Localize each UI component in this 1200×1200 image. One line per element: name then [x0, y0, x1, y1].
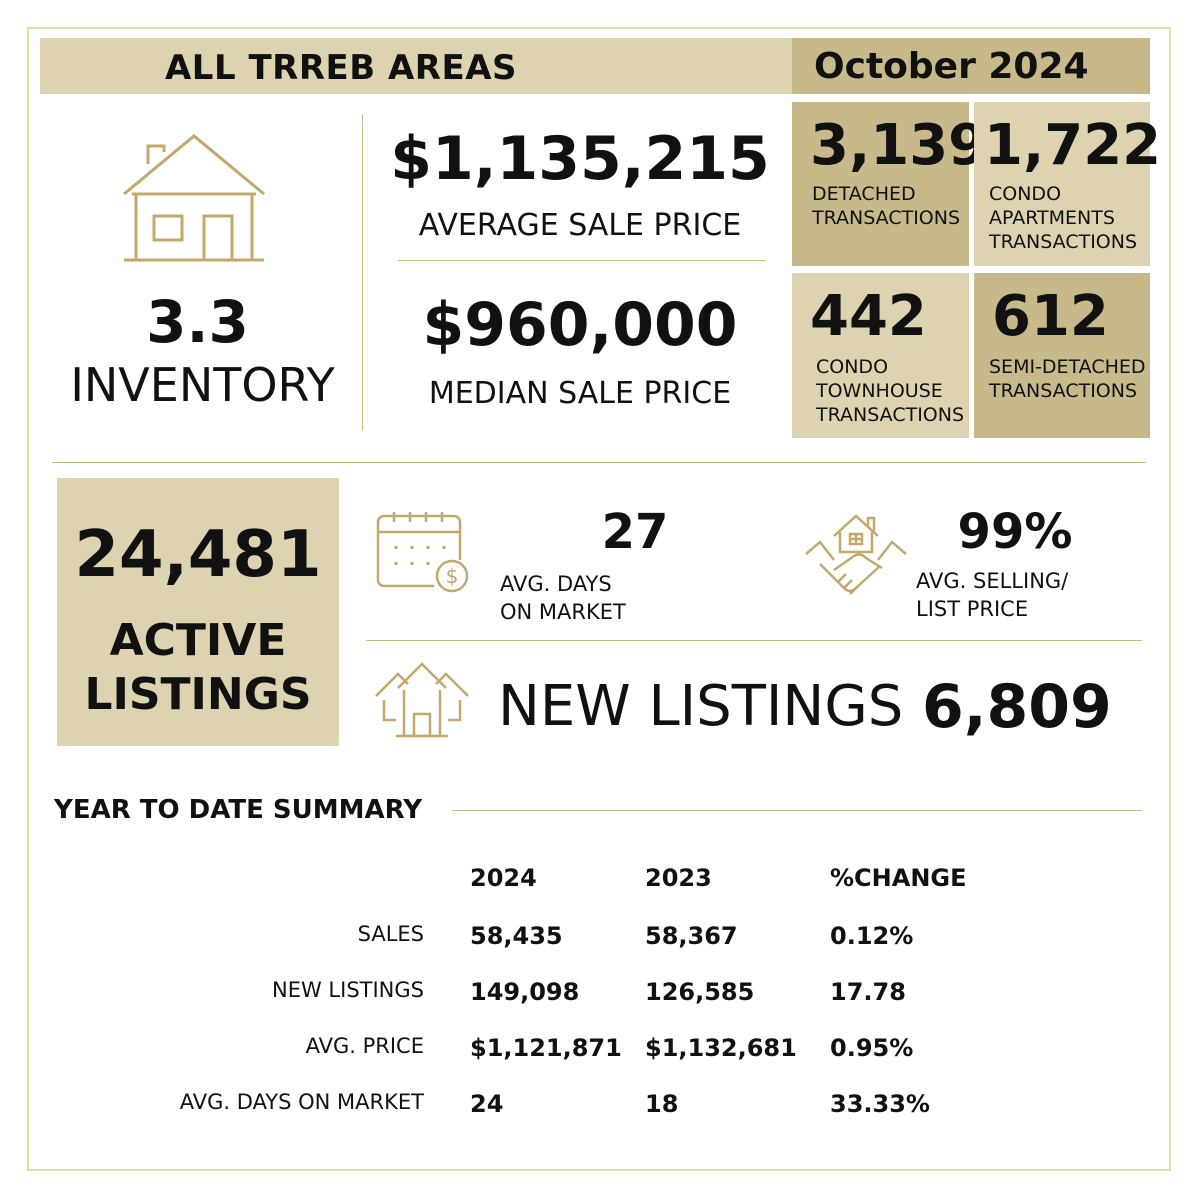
ytd-row-label: NEW LISTINGS — [272, 978, 424, 1002]
ytd-header-2023: 2023 — [645, 864, 712, 892]
price-divider — [398, 260, 766, 261]
days-on-market-value: 27 — [601, 504, 669, 560]
average-sale-price-value: $1,135,215 — [390, 124, 770, 194]
header-title: ALL TRREB AREAS — [164, 48, 518, 88]
ytd-header-change: %CHANGE — [830, 864, 967, 892]
ytd-cell-2024: 58,435 — [470, 922, 563, 950]
ytd-cell-2023: $1,132,681 — [645, 1034, 797, 1062]
ytd-row-label: AVG. DAYS ON MARKET — [179, 1090, 424, 1114]
section-divider — [52, 462, 1146, 463]
median-sale-price-value: $960,000 — [422, 290, 738, 360]
semi-detached-transactions-tile: 612 SEMI-DETACHED TRANSACTIONS — [974, 273, 1150, 438]
handshake-house-icon — [805, 514, 907, 595]
condo-apartments-transactions-tile: 1,722 CONDO APARTMENTS TRANSACTIONS — [974, 102, 1161, 266]
tile-value: 442 — [810, 284, 927, 349]
house-icon — [123, 134, 265, 262]
days-on-market-label: AVG. DAYS ON MARKET — [500, 572, 626, 624]
active-listings-label: ACTIVE LISTINGS — [84, 615, 312, 720]
condo-townhouse-transactions-tile: 442 CONDO TOWNHOUSE TRANSACTIONS — [792, 273, 969, 438]
selling-list-price-value: 99% — [957, 504, 1073, 560]
tile-value: 1,722 — [984, 113, 1162, 178]
tile-value: 3,139 — [810, 113, 988, 178]
ytd-header-2024: 2024 — [470, 864, 537, 892]
new-listings-value: 6,809 — [922, 672, 1112, 742]
svg-text:$: $ — [446, 564, 459, 588]
tile-label: CONDO TOWNHOUSE TRANSACTIONS — [816, 356, 965, 426]
ytd-title-rule — [452, 810, 1142, 811]
new-listings-label: NEW LISTINGS — [498, 674, 904, 739]
header-date-bar: October 2024 — [792, 38, 1150, 94]
median-sale-price-label: MEDIAN SALE PRICE — [428, 376, 732, 411]
selling-list-price-label: AVG. SELLING/ LIST PRICE — [916, 569, 1069, 621]
ytd-cell-2024: 24 — [470, 1090, 504, 1118]
ytd-cell-2024: 149,098 — [470, 978, 580, 1006]
calendar-dollar-icon: $ — [376, 512, 469, 593]
vertical-divider — [362, 115, 363, 431]
tile-label: CONDO APARTMENTS TRANSACTIONS — [989, 183, 1138, 253]
ytd-summary-title: YEAR TO DATE SUMMARY — [54, 795, 423, 825]
tile-label: DETACHED TRANSACTIONS — [812, 183, 961, 229]
ytd-cell-change: 0.12% — [830, 922, 914, 950]
header-title-bar: ALL TRREB AREAS — [40, 38, 792, 94]
inventory-value: 3.3 — [146, 288, 249, 356]
ytd-cell-change: 0.95% — [830, 1034, 914, 1062]
ytd-row-label: AVG. PRICE — [305, 1034, 424, 1058]
tile-label: SEMI-DETACHED TRANSACTIONS — [989, 356, 1146, 402]
ytd-cell-2023: 58,367 — [645, 922, 738, 950]
ytd-cell-2023: 18 — [645, 1090, 679, 1118]
ytd-cell-change: 33.33% — [830, 1090, 930, 1118]
active-listings-value: 24,481 — [74, 518, 322, 592]
ytd-row-label: SALES — [357, 922, 424, 946]
detached-transactions-tile: 3,139 DETACHED TRANSACTIONS — [792, 102, 987, 266]
ytd-cell-change: 17.78 — [830, 978, 906, 1006]
ytd-cell-2023: 126,585 — [645, 978, 755, 1006]
average-sale-price-label: AVERAGE SALE PRICE — [418, 208, 742, 243]
active-listings-box: 24,481 ACTIVE LISTINGS — [57, 478, 339, 746]
ytd-cell-2024: $1,121,871 — [470, 1034, 622, 1062]
houses-icon — [375, 662, 469, 738]
tile-value: 612 — [992, 284, 1109, 349]
header-date: October 2024 — [814, 46, 1089, 87]
outer-frame — [27, 27, 1171, 1171]
metrics-divider — [366, 640, 1142, 641]
inventory-label: INVENTORY — [70, 358, 335, 412]
